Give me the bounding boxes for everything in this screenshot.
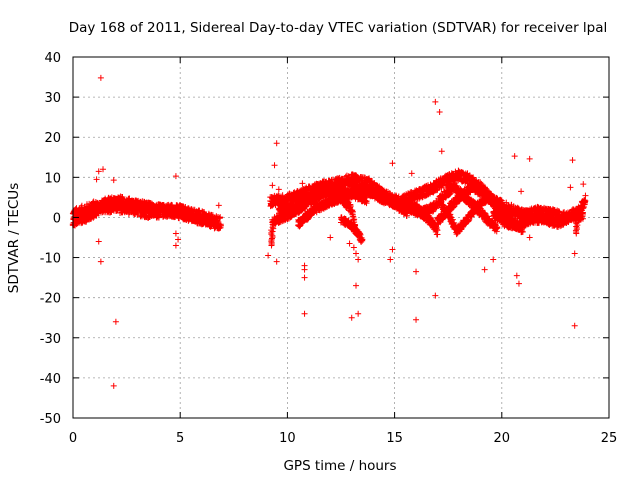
data-point — [155, 214, 162, 221]
data-point — [213, 215, 220, 222]
data-point — [215, 225, 222, 232]
band-trace-2 — [69, 193, 222, 232]
data-point — [477, 179, 484, 186]
data-markers — [69, 74, 589, 389]
data-point — [217, 214, 224, 221]
data-point — [95, 210, 102, 217]
chart-title: Day 168 of 2011, Sidereal Day-to-day VTE… — [69, 20, 608, 36]
